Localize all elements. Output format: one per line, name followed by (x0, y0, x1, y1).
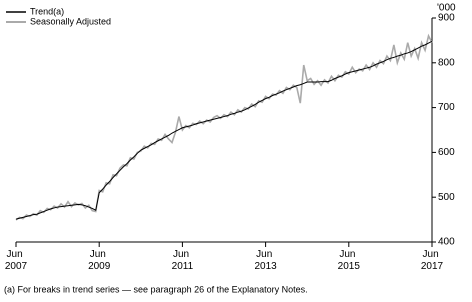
series-line (15, 33, 433, 221)
x-tick-label: Jun 2013 (254, 249, 277, 272)
footnote: (a) For breaks in trend series — see par… (4, 284, 308, 294)
y-tick-label: 800 (438, 57, 455, 68)
legend-label: Trend(a) (30, 6, 64, 16)
x-tick-label: Jun 2011 (172, 249, 194, 272)
unit-label: '000 (437, 3, 456, 14)
y-tick-label: 900 (438, 13, 455, 24)
y-tick-label: 500 (438, 192, 455, 203)
x-tick-label: Jun 2009 (88, 249, 111, 272)
y-tick-label: 700 (438, 102, 455, 113)
y-tick-label: 400 (438, 237, 455, 248)
x-tick-label: Jun 2015 (338, 249, 361, 272)
x-tick-label: Jun 2017 (421, 249, 444, 272)
y-tick-label: 600 (438, 147, 455, 158)
x-tick-label: Jun 2007 (5, 249, 28, 272)
legend-label: Seasonally Adjusted (30, 16, 111, 26)
series-line (15, 40, 433, 220)
